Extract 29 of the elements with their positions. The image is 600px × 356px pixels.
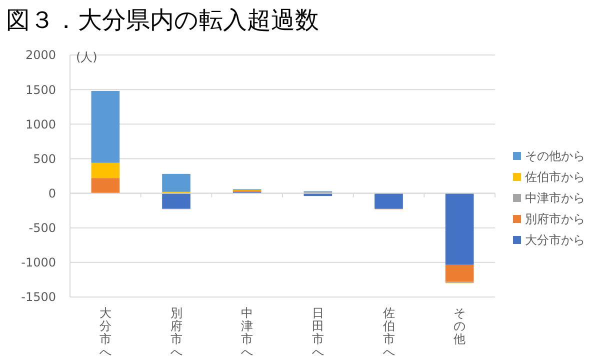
- y-tick-label: -500: [28, 221, 56, 236]
- chart-title: 図３．大分県内の転入超過数: [6, 6, 319, 34]
- y-tick-label: -1000: [21, 256, 56, 270]
- y-tick-label: 1000: [25, 117, 56, 132]
- x-tick-label: 大分市へ: [99, 306, 112, 356]
- bar: [91, 178, 120, 194]
- y-axis-title: (人): [76, 50, 98, 64]
- bar: [445, 193, 474, 265]
- y-tick-label: 2000: [25, 48, 56, 62]
- legend-label: 大分市から: [525, 233, 585, 248]
- x-tick-label: 別府市へ: [170, 306, 182, 356]
- y-tick-label: 1500: [25, 82, 56, 97]
- legend-label: その他から: [525, 149, 585, 164]
- bar: [445, 264, 474, 282]
- bar: [162, 193, 190, 208]
- y-tick-label: 500: [33, 152, 56, 166]
- x-tick-label: 中津市へ: [241, 306, 254, 356]
- x-tick-label: 日田市へ: [312, 306, 324, 356]
- x-tick-label: その他: [454, 306, 466, 346]
- y-tick-label: -1500: [21, 290, 56, 304]
- legend-label: 中津市から: [525, 191, 585, 206]
- bar: [162, 174, 190, 192]
- legend-label: 別府市から: [525, 212, 585, 226]
- legend-label: 佐伯市から: [525, 170, 585, 184]
- bar: [374, 193, 403, 208]
- y-tick-label: 0: [48, 186, 56, 200]
- x-tick-label: 佐伯市へ: [382, 306, 395, 356]
- bar: [91, 90, 120, 163]
- bar: [91, 162, 120, 178]
